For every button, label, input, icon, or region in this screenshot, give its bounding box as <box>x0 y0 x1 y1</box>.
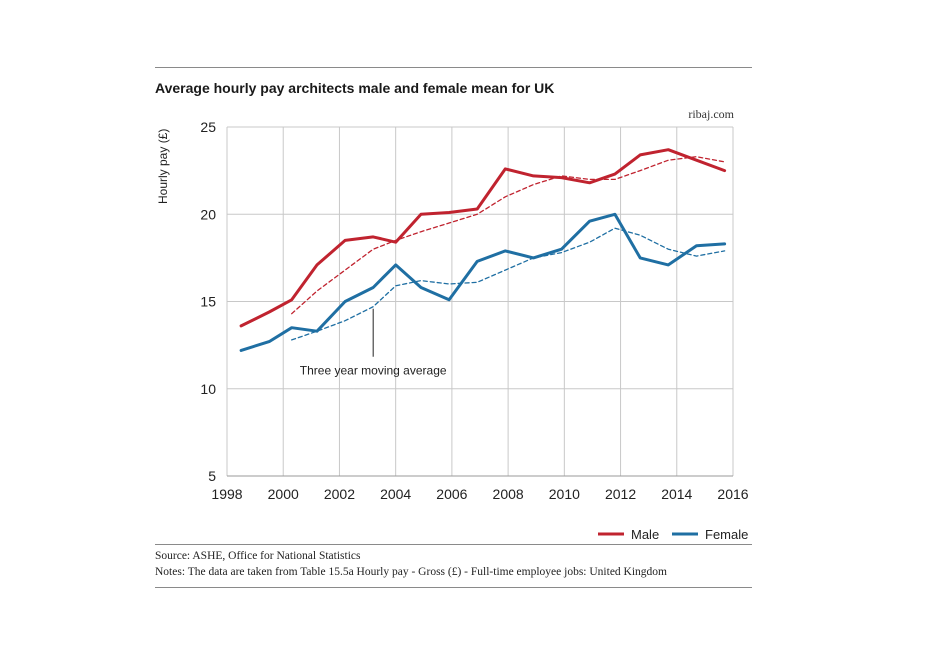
x-tick-2000: 2000 <box>268 486 299 502</box>
annotation: Three year moving average <box>300 308 447 378</box>
x-tick-2012: 2012 <box>605 486 636 502</box>
y-axis-label: Hourly pay (£) <box>156 129 170 204</box>
grid-lines <box>226 126 734 477</box>
y-axis-ticks: 5 10 15 20 25 <box>200 119 216 484</box>
top-rule <box>155 67 752 68</box>
annotation-text: Three year moving average <box>300 364 447 378</box>
x-tick-2010: 2010 <box>549 486 580 502</box>
series-line-male-three-year-moving-average <box>291 156 726 315</box>
footer-rule-top <box>155 544 752 545</box>
x-axis-ticks: 1998 2000 2002 2004 2006 2008 2010 2012 2014 2016 <box>211 486 748 502</box>
x-tick-2014: 2014 <box>661 486 692 502</box>
x-tick-2016: 2016 <box>717 486 748 502</box>
x-tick-2008: 2008 <box>493 486 524 502</box>
series-line-male <box>239 148 727 328</box>
series-line-female-three-year-moving-average <box>291 227 726 341</box>
legend-label-female: Female <box>705 527 748 542</box>
y-tick-25: 25 <box>200 119 216 135</box>
y-tick-10: 10 <box>200 381 216 397</box>
legend-label-male: Male <box>631 527 659 542</box>
series-line-female <box>239 212 727 352</box>
x-tick-2004: 2004 <box>380 486 411 502</box>
footer-rule-bottom <box>155 587 752 588</box>
x-tick-2006: 2006 <box>436 486 467 502</box>
credit-text: ribaj.com <box>688 107 734 121</box>
source-note: Source: ASHE, Office for National Statis… <box>155 550 361 562</box>
y-tick-5: 5 <box>208 468 216 484</box>
legend: Male Female <box>598 527 748 542</box>
x-tick-2002: 2002 <box>324 486 355 502</box>
y-tick-15: 15 <box>200 294 216 310</box>
chart-title: Average hourly pay architects male and f… <box>155 80 555 96</box>
data-notes: Notes: The data are taken from Table 15.… <box>155 566 667 578</box>
x-tick-1998: 1998 <box>211 486 242 502</box>
series-lines <box>239 148 727 352</box>
y-tick-20: 20 <box>200 206 216 222</box>
